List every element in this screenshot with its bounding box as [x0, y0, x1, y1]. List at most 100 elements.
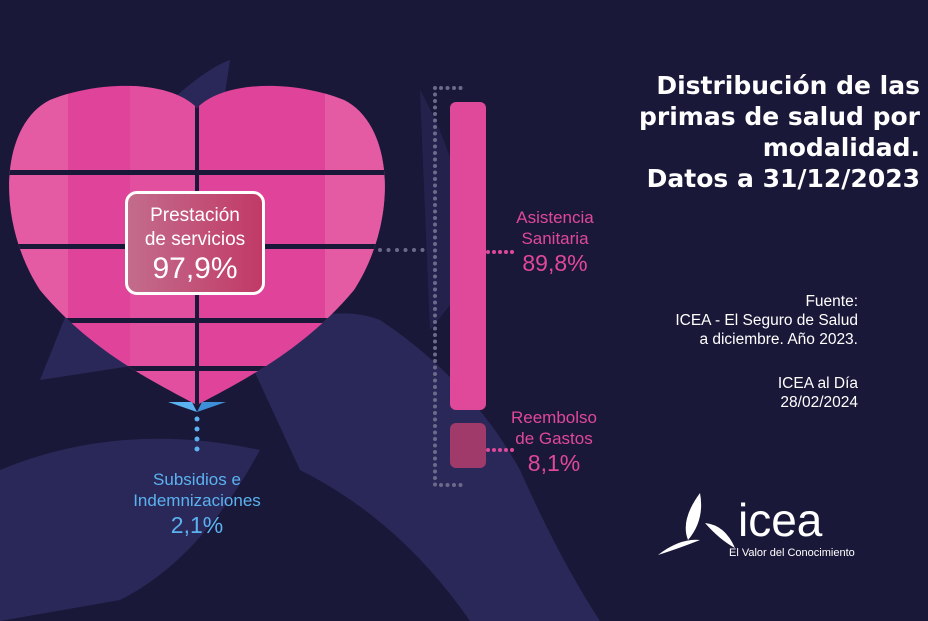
reembolso-line1: Reembolso: [511, 408, 597, 427]
dot: [433, 216, 437, 220]
dot: [433, 313, 437, 318]
dot: [504, 448, 508, 452]
dot: [445, 86, 450, 90]
dot: [433, 352, 437, 357]
dot: [433, 287, 437, 292]
dot: [433, 333, 437, 337]
prestacion-value: 97,9%: [152, 252, 238, 285]
dot: [498, 250, 502, 254]
dot: [433, 378, 437, 383]
dot: [433, 326, 437, 331]
title-line: primas de salud por: [639, 102, 920, 131]
dot: [433, 255, 437, 259]
dot: [395, 248, 399, 252]
subsidios-line2: Indemnizaciones: [133, 491, 261, 510]
dot: [433, 417, 437, 422]
dot: [433, 138, 437, 142]
dot: [433, 385, 437, 389]
dot: [386, 248, 391, 252]
dot: [433, 339, 437, 344]
dot: [433, 398, 437, 402]
subsidios-line1: Subsidios e: [153, 470, 241, 489]
dot: [433, 209, 437, 214]
dot: [433, 222, 437, 227]
dot: [412, 248, 416, 252]
dot: [433, 248, 437, 253]
dot: [433, 92, 437, 97]
dot: [433, 203, 437, 207]
dot: [433, 268, 437, 272]
dot: [433, 144, 437, 149]
dot: [439, 86, 443, 90]
title-line: Distribución de las: [656, 71, 920, 100]
publication-date: 28/02/2024: [780, 394, 858, 411]
prestacion-label-line1: Prestación: [150, 205, 240, 226]
dot: [433, 183, 437, 188]
dot: [433, 424, 437, 428]
dot: [433, 300, 437, 305]
icea-logo-icon: [658, 493, 735, 555]
source-line: a diciembre. Año 2023.: [699, 331, 858, 348]
dot: [433, 372, 437, 376]
dot: [403, 248, 408, 252]
dot: [433, 118, 437, 123]
source-block: Fuente: ICEA - El Seguro de Salud a dici…: [675, 292, 858, 349]
dot: [433, 112, 437, 116]
dot: [433, 105, 437, 110]
dot: [433, 157, 437, 162]
asistencia-value: 89,8%: [522, 250, 588, 276]
dot: [433, 430, 437, 435]
dot: [433, 469, 437, 474]
dot: [433, 229, 437, 233]
dot: [433, 235, 437, 240]
dot: [433, 177, 437, 181]
source-line: ICEA - El Seguro de Salud: [675, 312, 858, 329]
dot: [433, 190, 437, 194]
dot: [486, 250, 490, 254]
dot: [433, 170, 437, 175]
subsidios-connector: [168, 402, 226, 452]
reembolso-value: 8,1%: [527, 450, 581, 476]
dot: [433, 391, 437, 396]
dot: [433, 274, 437, 279]
publication-block: ICEA al Día 28/02/2024: [778, 374, 858, 412]
dot: [433, 164, 437, 168]
title-line: Datos a 31/12/2023: [646, 164, 920, 193]
dot: [492, 250, 496, 254]
dot: [433, 346, 437, 350]
reembolso-line2: de Gastos: [515, 429, 593, 448]
page-title: Distribución de las primas de salud por …: [580, 70, 920, 194]
dot: [458, 483, 463, 487]
dot: [433, 365, 437, 370]
title-line: modalidad.: [762, 133, 920, 162]
dot: [378, 248, 382, 252]
dot: [486, 448, 490, 452]
dot: [433, 320, 437, 324]
dot: [433, 404, 437, 409]
subsidios-label: Subsidios e Indemnizaciones 2,1%: [107, 469, 287, 539]
source-label: Fuente:: [805, 293, 858, 310]
dot: [433, 450, 437, 454]
asistencia-line2: Sanitaria: [521, 229, 589, 248]
dot: [439, 483, 443, 487]
dot: [433, 411, 437, 415]
dot: [452, 86, 456, 90]
dot: [433, 359, 437, 363]
dot: [492, 448, 496, 452]
prestacion-label-line2: de servicios: [144, 229, 246, 250]
dot: [458, 86, 463, 90]
logo-wordmark: icea: [738, 494, 823, 546]
dot: [433, 294, 437, 298]
dot: [433, 131, 437, 136]
dot: [433, 125, 437, 129]
dot: [433, 476, 437, 480]
dot: [433, 99, 437, 103]
dot: [433, 242, 437, 246]
asistencia-label: Asistencia Sanitaria 89,8%: [500, 207, 610, 277]
dot: [504, 250, 508, 254]
dot: [433, 196, 437, 201]
dot: [433, 463, 437, 467]
publication-name: ICEA al Día: [777, 375, 858, 392]
dot: [433, 86, 437, 90]
dot: [452, 483, 456, 487]
